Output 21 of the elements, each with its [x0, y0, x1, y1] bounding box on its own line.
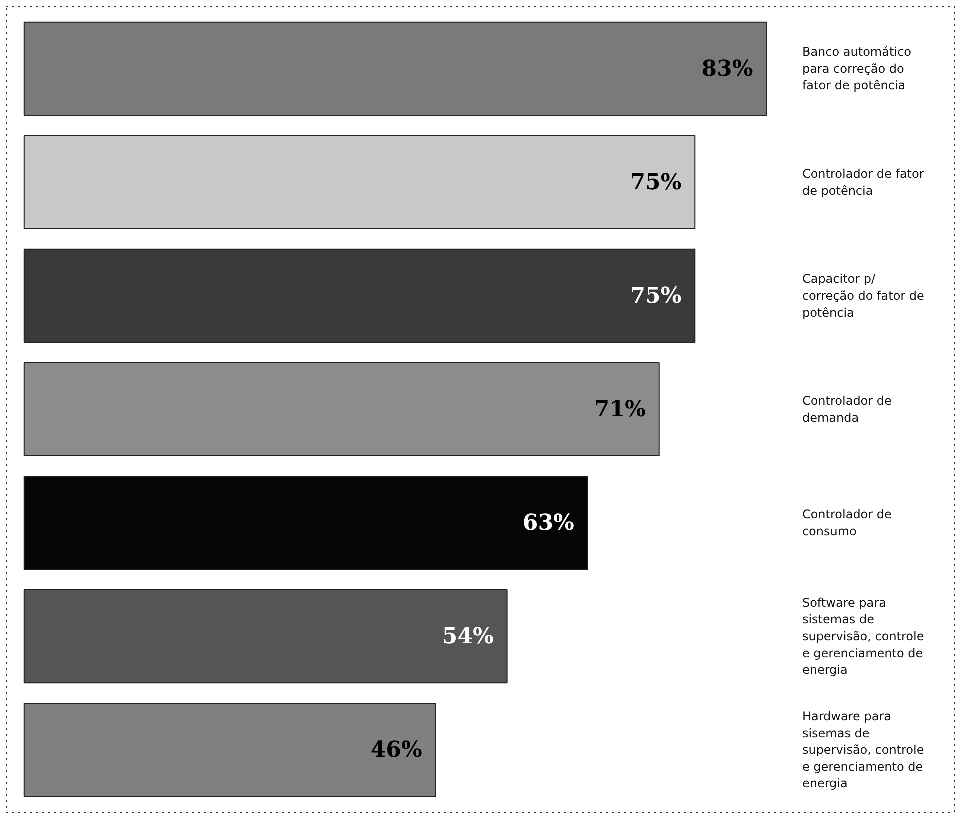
data-label: 83%	[702, 56, 754, 82]
y-tick-label: Capacitor p/ correção do fator de potência	[802, 272, 924, 320]
y-tick-label: Banco automático para correção do fator de potência	[802, 45, 912, 93]
bar	[24, 135, 696, 230]
data-label: 75%	[630, 282, 682, 309]
y-tick-label: Controlador de consumo	[802, 508, 892, 538]
y-tick-label: Hardware para sisemas de supervisão, controle e gerenciamento de energia	[802, 709, 924, 791]
bar	[24, 362, 660, 457]
bar	[24, 22, 768, 116]
bar	[24, 703, 436, 798]
bar	[24, 476, 588, 570]
data-label: 54%	[442, 624, 494, 650]
y-tick-label: Controlador de demanda	[802, 394, 892, 425]
y-tick-label: Software para sistemas de supervisão, controle e gerenciamento de energia	[802, 596, 924, 678]
bar	[24, 590, 508, 684]
data-label: 71%	[594, 396, 646, 422]
data-label: 75%	[630, 169, 682, 196]
bar	[24, 248, 696, 344]
data-label: 46%	[370, 737, 422, 764]
data-label: 63%	[522, 510, 574, 536]
y-tick-label: Controlador de fator de potência	[802, 167, 924, 198]
